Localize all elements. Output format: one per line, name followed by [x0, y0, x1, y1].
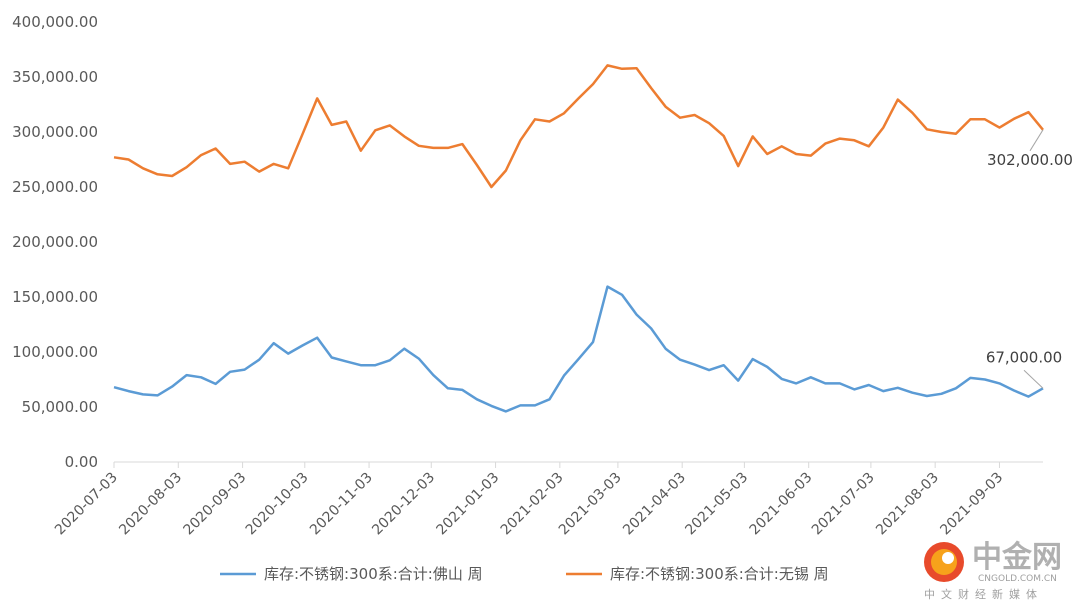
watermark: 中金网 CNGOLD.COM.CN 中文财经新媒体: [924, 540, 1062, 601]
watermark-url: CNGOLD.COM.CN: [978, 574, 1057, 584]
y-tick-label: 50,000.00: [22, 398, 98, 416]
legend-entry: 库存:不锈钢:300系:合计:无锡 周: [610, 565, 829, 583]
x-tick-label: 2021-07-03: [809, 470, 878, 539]
x-tick-label: 2020-07-03: [52, 470, 121, 539]
x-tick-label: 2021-05-03: [682, 470, 751, 539]
x-tick-label: 2020-11-03: [307, 470, 376, 539]
y-tick-label: 350,000.00: [12, 68, 98, 86]
x-tick-label: 2020-08-03: [116, 470, 185, 539]
y-tick-label: 150,000.00: [12, 288, 98, 306]
x-axis: 2020-07-032020-08-032020-09-032020-10-03…: [52, 461, 1043, 539]
y-tick-label: 0.00: [65, 453, 98, 471]
y-tick-label: 400,000.00: [12, 13, 98, 31]
legend: 库存:不锈钢:300系:合计:佛山 周 库存:不锈钢:300系:合计:无锡 周: [220, 565, 829, 583]
cngold-logo-icon: [924, 542, 964, 582]
x-tick-label: 2020-10-03: [243, 470, 312, 539]
y-tick-label: 250,000.00: [12, 178, 98, 196]
y-tick-label: 100,000.00: [12, 343, 98, 361]
series-layer: [113, 64, 1044, 413]
x-tick-label: 2020-09-03: [181, 470, 250, 539]
x-tick-label: 2020-12-03: [369, 470, 438, 539]
end-data-label: 302,000.00: [987, 151, 1073, 169]
data-labels: 67,000.00 302,000.00: [986, 129, 1073, 389]
x-tick-label: 2021-09-03: [937, 470, 1006, 539]
watermark-brand: 中金网: [972, 540, 1062, 575]
legend-entry: 库存:不锈钢:300系:合计:佛山 周: [264, 565, 483, 583]
x-tick-label: 2021-03-03: [556, 470, 625, 539]
x-tick-label: 2021-06-03: [747, 470, 816, 539]
watermark-tagline: 中文财经新媒体: [924, 587, 1043, 601]
x-tick-label: 2021-04-03: [620, 470, 689, 539]
data-label-leader: [1023, 369, 1044, 389]
series-line-2: [113, 64, 1044, 189]
y-tick-label: 200,000.00: [12, 233, 98, 251]
y-axis: 0.00 50,000.00 100,000.00 150,000.00 200,000…: [12, 13, 98, 471]
end-data-label: 67,000.00: [986, 348, 1062, 366]
x-tick-label: 2021-01-03: [434, 470, 503, 539]
y-tick-label: 300,000.00: [12, 123, 98, 141]
data-label-leader: [1029, 129, 1044, 152]
series-line-1: [113, 285, 1044, 413]
x-tick-label: 2021-08-03: [873, 470, 942, 539]
